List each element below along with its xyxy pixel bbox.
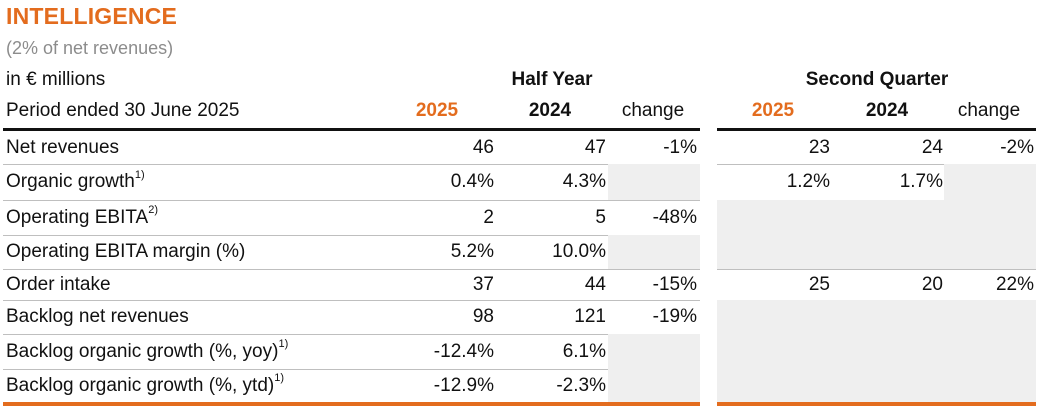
half-year-value: 0.4% <box>450 171 494 192</box>
empty-cell-shade <box>944 334 1036 369</box>
empty-cell-shade <box>944 164 1036 200</box>
row-label: Organic growth1) <box>6 168 145 193</box>
page-subtitle: (2% of net revenues) <box>6 38 174 58</box>
empty-cell-shade <box>717 235 832 269</box>
empty-cell-shade <box>717 369 832 402</box>
empty-cell-shade <box>832 334 944 369</box>
half-year-value: 37 <box>472 273 494 295</box>
empty-cell-shade <box>944 235 1036 269</box>
empty-cell-shade <box>832 200 944 235</box>
row-label-text: Net revenues <box>6 136 120 158</box>
row-separator <box>717 269 1036 270</box>
second-quarter-value: 20 <box>921 273 943 295</box>
empty-cell-shade <box>832 235 944 269</box>
row-label: Backlog net revenues <box>6 306 189 328</box>
empty-cell-shade <box>717 300 832 334</box>
half-year-2025-header: 2025 <box>415 100 459 121</box>
half-year-value: -2.3% <box>556 374 606 396</box>
half-year-value: 5.2% <box>450 241 494 262</box>
empty-cell-shade <box>608 334 700 369</box>
half-year-value: -19% <box>652 306 697 327</box>
empty-cell-shade <box>608 235 700 269</box>
half-year-value: 5 <box>595 206 606 228</box>
empty-cell-shade <box>832 300 944 334</box>
bottom-rule-left <box>3 402 700 406</box>
row-label: Operating EBITA margin (%) <box>6 241 245 263</box>
second-quarter-value: 24 <box>921 136 943 158</box>
second-quarter-value: 25 <box>808 273 830 295</box>
empty-cell-shade <box>944 369 1036 402</box>
second-quarter-value: 1.7% <box>899 171 943 192</box>
second-quarter-value: 23 <box>808 136 830 158</box>
bottom-rule-right <box>717 402 1036 406</box>
row-separator <box>3 200 700 201</box>
half-year-value: -48% <box>652 206 697 228</box>
second-quarter-value: 1.2% <box>786 171 830 192</box>
second-quarter-2024-header: 2024 <box>865 100 909 121</box>
row-label: Backlog organic growth (%, ytd)1) <box>6 372 285 397</box>
half-year-value: -1% <box>663 136 697 158</box>
row-label: Operating EBITA2) <box>6 204 158 229</box>
row-label: Backlog organic growth (%, yoy)1) <box>6 338 289 363</box>
header-rule-left <box>3 128 700 131</box>
footnote-marker: 1) <box>134 168 145 181</box>
half-year-value: 121 <box>574 306 606 327</box>
empty-cell-shade <box>944 200 1036 235</box>
second-quarter-value: 22% <box>995 273 1034 295</box>
row-separator <box>3 235 700 236</box>
second-quarter-change-header: change <box>957 100 1021 121</box>
half-year-change-header: change <box>621 100 685 121</box>
empty-cell-shade <box>717 334 832 369</box>
second-quarter-2025-header: 2025 <box>751 100 795 121</box>
half-year-value: 6.1% <box>562 340 606 362</box>
row-label-text: Operating EBITA margin (%) <box>6 241 246 262</box>
row-label-text: Backlog net revenues <box>6 306 189 327</box>
row-label-text: Backlog organic growth (%, yoy) <box>6 340 279 362</box>
row-label-text: Organic growth <box>6 171 135 192</box>
empty-cell-shade <box>608 164 700 200</box>
row-separator <box>717 164 1036 165</box>
page-title: INTELLIGENCE <box>6 3 178 29</box>
row-label-text: Order intake <box>6 273 111 295</box>
period-label: Period ended 30 June 2025 <box>6 100 240 121</box>
half-year-value: 10.0% <box>552 241 606 262</box>
row-separator <box>3 334 700 335</box>
half-year-value: -15% <box>652 273 697 295</box>
footnote-marker: 2) <box>148 204 158 217</box>
row-separator <box>3 369 700 370</box>
unit-label: in € millions <box>6 69 106 90</box>
half-year-2024-header: 2024 <box>528 100 572 121</box>
half-year-header: Half Year <box>511 69 593 90</box>
row-separator <box>3 164 700 165</box>
half-year-value: -12.9% <box>433 374 494 396</box>
half-year-value: 44 <box>584 273 606 295</box>
footnote-marker: 1) <box>274 372 285 385</box>
empty-cell-shade <box>832 369 944 402</box>
empty-cell-shade <box>944 300 1036 334</box>
row-separator <box>3 269 700 270</box>
empty-cell-shade <box>608 369 700 402</box>
header-rule-right <box>717 128 1036 131</box>
row-label-text: Backlog organic growth (%, ytd) <box>6 374 275 396</box>
footnote-marker: 1) <box>278 338 289 351</box>
empty-cell-shade <box>717 200 832 235</box>
second-quarter-header: Second Quarter <box>805 69 949 90</box>
half-year-value: 46 <box>472 136 494 158</box>
row-separator <box>3 300 700 301</box>
half-year-value: 4.3% <box>562 171 606 192</box>
half-year-value: -12.4% <box>433 340 494 362</box>
row-label: Net revenues <box>6 137 119 159</box>
second-quarter-value: -2% <box>1000 136 1034 158</box>
half-year-value: 2 <box>483 206 494 228</box>
row-label: Order intake <box>6 274 111 296</box>
half-year-value: 47 <box>584 136 606 158</box>
half-year-value: 98 <box>472 306 494 327</box>
row-label-text: Operating EBITA <box>6 206 149 228</box>
